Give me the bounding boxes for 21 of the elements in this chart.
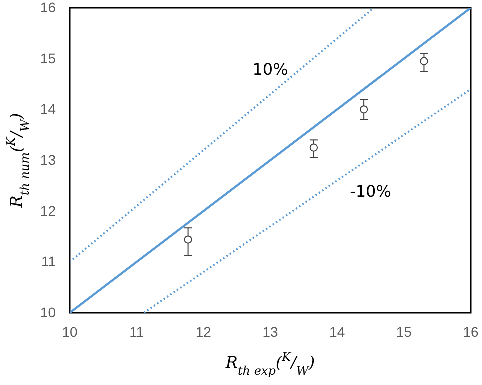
y-tick-label: 10 [40,304,56,320]
point [310,144,318,152]
annotation: 10% [252,60,288,80]
x-tick-label: 13 [262,324,278,340]
point [184,236,192,244]
annotation: -10% [350,182,392,202]
x-tick-label: 11 [130,324,144,340]
y-tick-label: 13 [40,152,56,168]
y-tick-label: 16 [40,0,56,16]
y-tick-label: 14 [40,101,56,118]
x-tick-label: 10 [62,324,78,340]
y-tick-label: 15 [40,50,56,66]
point [420,57,428,66]
x-tick-label: 16 [463,324,479,340]
y-tick-label: 12 [40,202,56,219]
x-tick-label: 15 [396,324,412,340]
x-axis-title: R$_{th exp}$($^{K}$/$_{W}$) [224,350,316,378]
x-tick-label: 12 [196,324,212,340]
point [360,106,368,114]
y-tick-label: 11 [41,254,56,270]
x-tick-label: 14 [330,324,346,340]
